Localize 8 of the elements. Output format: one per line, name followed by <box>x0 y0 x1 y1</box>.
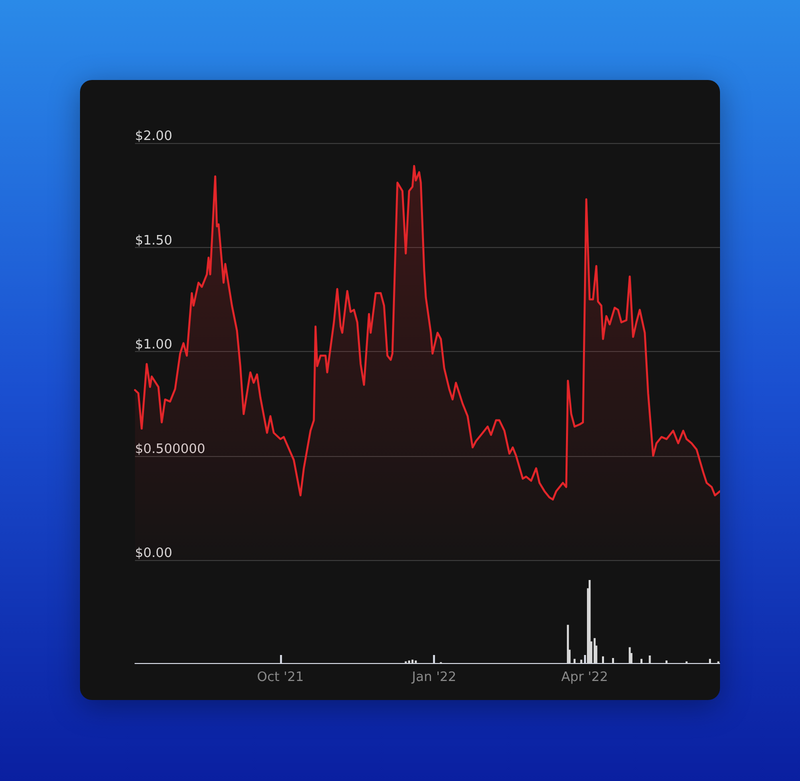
x-tick-label: Oct '21 <box>257 670 304 685</box>
y-tick-label: $0.500000 <box>135 442 206 457</box>
x-tick-label: Apr '22 <box>561 670 608 685</box>
y-tick-label: $1.50 <box>135 233 172 248</box>
y-tick-label: $1.00 <box>135 338 172 352</box>
y-tick-label: $0.00 <box>135 546 172 561</box>
x-tick-label: Jan '22 <box>411 670 456 685</box>
y-tick-label: $2.00 <box>135 129 172 144</box>
